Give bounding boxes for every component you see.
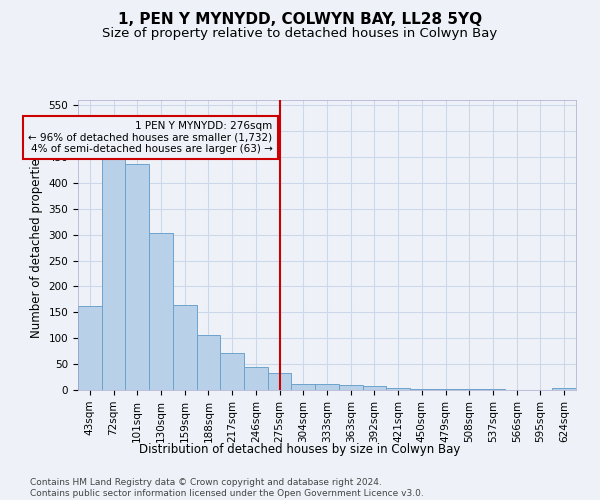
Bar (362, 386, 386, 390)
Text: 1 PEN Y MYNYDD: 276sqm
← 96% of detached houses are smaller (1,732)
4% of semi-d: 1 PEN Y MYNYDD: 276sqm ← 96% of detached… (28, 120, 272, 154)
Text: Contains HM Land Registry data © Crown copyright and database right 2024.
Contai: Contains HM Land Registry data © Crown c… (30, 478, 424, 498)
Text: Distribution of detached houses by size in Colwyn Bay: Distribution of detached houses by size … (139, 442, 461, 456)
Bar (552, 388, 576, 390)
Bar (78, 306, 102, 390)
Bar (173, 304, 197, 390)
Y-axis label: Number of detached properties: Number of detached properties (30, 152, 43, 338)
Bar (125, 164, 149, 390)
Bar (244, 367, 268, 390)
Bar (410, 389, 434, 390)
Bar (220, 352, 244, 390)
Bar (315, 384, 339, 390)
Bar (197, 335, 220, 390)
Bar (102, 157, 125, 390)
Text: 1, PEN Y MYNYDD, COLWYN BAY, LL28 5YQ: 1, PEN Y MYNYDD, COLWYN BAY, LL28 5YQ (118, 12, 482, 28)
Bar (386, 388, 410, 390)
Bar (149, 233, 173, 390)
Bar (268, 374, 292, 390)
Bar (292, 384, 315, 390)
Bar (339, 385, 362, 390)
Text: Size of property relative to detached houses in Colwyn Bay: Size of property relative to detached ho… (103, 28, 497, 40)
